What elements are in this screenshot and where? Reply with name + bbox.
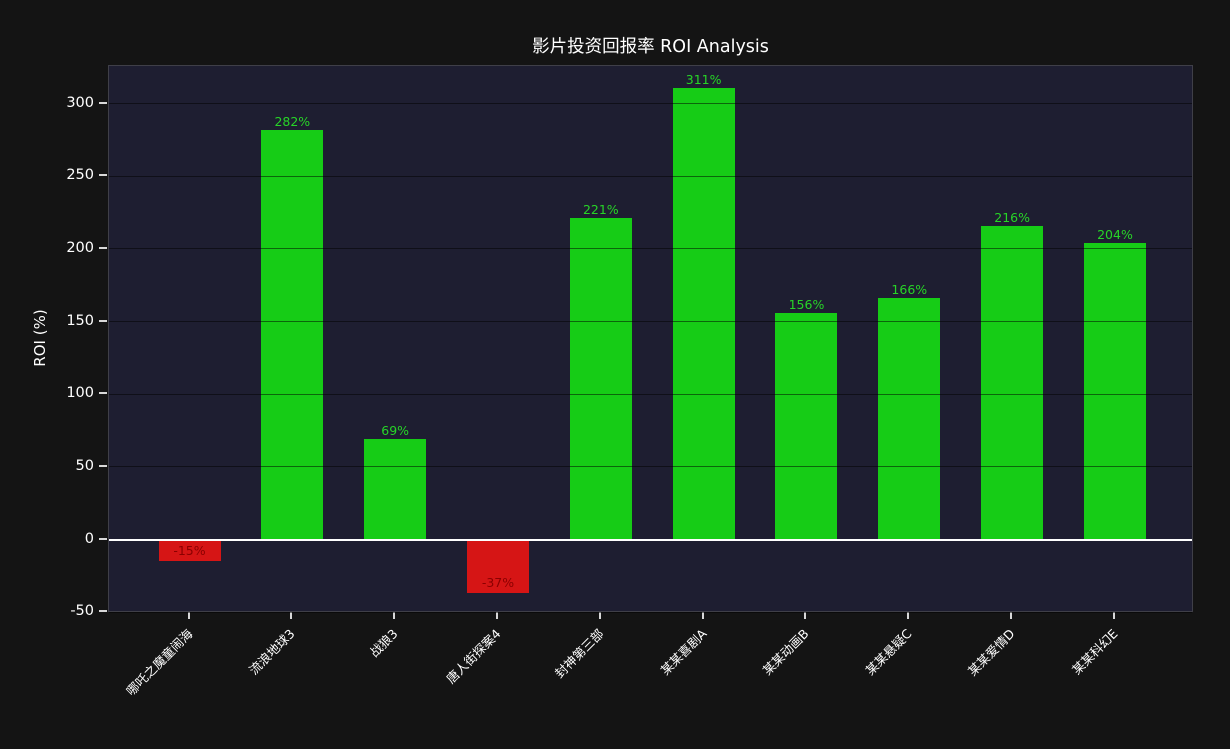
y-tick-mark xyxy=(99,246,107,249)
bar-value-label: 156% xyxy=(788,296,825,312)
bar-1 xyxy=(158,539,221,562)
bar-8 xyxy=(878,298,941,540)
x-category-label: 流浪地球3 xyxy=(246,626,298,678)
bar-value-label: -37% xyxy=(481,575,515,591)
bar-4 xyxy=(466,539,529,594)
bar-value-label: 69% xyxy=(381,423,410,439)
x-category-label: 某某爱情D xyxy=(964,626,1018,679)
bar-value-label: 166% xyxy=(891,282,928,298)
bar-value-label: 282% xyxy=(274,113,311,129)
x-tick-mark xyxy=(804,612,807,619)
x-tick-mark xyxy=(187,612,190,619)
y-tick-label: 150 xyxy=(66,312,94,329)
y-gridline xyxy=(109,611,1192,613)
y-tick-mark xyxy=(99,537,107,540)
bar-5 xyxy=(569,218,632,540)
y-gridline xyxy=(109,103,1192,104)
x-tick-mark xyxy=(1112,612,1115,619)
y-tick-label: 250 xyxy=(66,167,94,184)
y-tick-label: 300 xyxy=(66,94,94,111)
x-category-label: 某某动画B xyxy=(760,626,813,679)
bar-value-label: 311% xyxy=(685,71,722,87)
x-tick-mark xyxy=(701,612,704,619)
y-tick-label: -50 xyxy=(70,603,94,620)
x-tick-mark xyxy=(393,612,396,619)
y-tick-mark xyxy=(99,610,107,613)
x-tick-mark xyxy=(598,612,601,619)
x-tick-mark xyxy=(495,612,498,619)
y-axis-title: ROI (%) xyxy=(31,309,49,367)
y-gridline xyxy=(109,248,1192,250)
y-tick-label: 0 xyxy=(84,530,94,547)
y-tick-mark xyxy=(99,101,107,104)
bar-6 xyxy=(672,87,735,540)
bar-2 xyxy=(261,129,324,540)
x-category-label: 某某悬疑C xyxy=(862,626,915,679)
x-tick-mark xyxy=(290,612,293,619)
y-gridline xyxy=(109,175,1192,177)
bar-7 xyxy=(775,312,838,540)
y-gridline xyxy=(109,321,1192,322)
x-tick-mark xyxy=(1010,612,1013,619)
y-tick-label: 50 xyxy=(75,457,94,474)
y-tick-mark xyxy=(99,392,107,395)
bar-value-label: 221% xyxy=(582,202,619,218)
bar-value-label: 204% xyxy=(1097,227,1133,243)
x-tick-mark xyxy=(907,612,910,619)
bar-3 xyxy=(364,439,427,540)
plot-area: -15% 282% 69% -37% 221% 311% 156% 166% 216% 204% xyxy=(108,65,1193,613)
bar-value-label: -15% xyxy=(173,543,206,559)
x-category-label: 某某科幻E xyxy=(1069,626,1121,678)
y-gridline xyxy=(109,466,1192,468)
y-tick-label: 100 xyxy=(66,385,94,402)
y-tick-mark xyxy=(99,464,107,467)
x-category-label: 战狼3 xyxy=(366,626,401,660)
bar-value-label: 216% xyxy=(994,209,1030,225)
chart-title: 影片投资回报率 ROI Analysis xyxy=(532,37,769,57)
x-category-label: 哪吒之魔童闹海 xyxy=(122,626,196,699)
y-tick-mark xyxy=(99,174,107,177)
x-category-label: 封神第三部 xyxy=(551,626,607,681)
bar-9 xyxy=(981,225,1044,540)
zero-line xyxy=(109,538,1192,541)
x-category-label: 唐人街探案4 xyxy=(443,626,504,687)
y-tick-mark xyxy=(99,319,107,322)
x-category-label: 某某喜剧A xyxy=(657,626,710,679)
y-gridline xyxy=(109,393,1192,395)
bar-10 xyxy=(1083,243,1146,540)
y-tick-label: 200 xyxy=(66,239,94,256)
